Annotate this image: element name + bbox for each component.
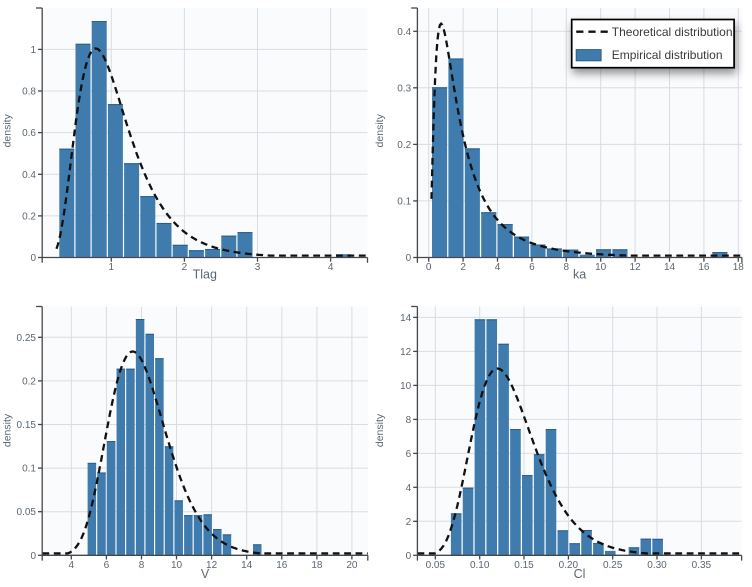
svg-text:0.25: 0.25 — [17, 333, 37, 344]
svg-text:0.4: 0.4 — [22, 170, 36, 181]
svg-text:2: 2 — [406, 517, 412, 528]
svg-text:0.15: 0.15 — [17, 420, 37, 431]
svg-text:8: 8 — [564, 262, 570, 273]
svg-text:0.30: 0.30 — [647, 560, 667, 571]
svg-text:0.15: 0.15 — [514, 560, 534, 571]
svg-text:12: 12 — [206, 560, 218, 571]
svg-text:4: 4 — [406, 483, 412, 494]
svg-text:14: 14 — [241, 560, 253, 571]
svg-text:0.10: 0.10 — [470, 560, 490, 571]
svg-text:4: 4 — [328, 262, 334, 273]
svg-text:0: 0 — [30, 253, 36, 264]
svg-text:0: 0 — [406, 253, 412, 264]
svg-text:0.3: 0.3 — [397, 83, 411, 94]
svg-text:12: 12 — [400, 347, 412, 358]
svg-text:2: 2 — [460, 262, 466, 273]
svg-text:14: 14 — [664, 262, 676, 273]
svg-text:Theoretical distribution: Theoretical distribution — [612, 25, 733, 39]
svg-text:Tlag: Tlag — [193, 268, 217, 282]
svg-text:0: 0 — [406, 551, 412, 562]
svg-text:0.2: 0.2 — [22, 376, 36, 387]
svg-text:0.2: 0.2 — [22, 211, 36, 222]
svg-text:0.25: 0.25 — [603, 560, 623, 571]
svg-text:10: 10 — [171, 560, 183, 571]
svg-text:V: V — [201, 567, 210, 581]
svg-text:14: 14 — [400, 313, 412, 324]
svg-text:12: 12 — [630, 262, 642, 273]
svg-text:ka: ka — [573, 268, 586, 282]
svg-text:0.6: 0.6 — [22, 128, 36, 139]
svg-text:8: 8 — [139, 560, 145, 571]
svg-text:16: 16 — [276, 560, 288, 571]
svg-text:density: density — [2, 413, 14, 447]
svg-text:Empirical distribution: Empirical distribution — [612, 48, 723, 62]
svg-text:0: 0 — [426, 262, 432, 273]
svg-text:6: 6 — [529, 262, 535, 273]
svg-text:0.8: 0.8 — [22, 87, 36, 98]
svg-text:16: 16 — [698, 262, 710, 273]
svg-text:18: 18 — [733, 262, 745, 273]
svg-text:0.35: 0.35 — [692, 560, 712, 571]
svg-text:0.1: 0.1 — [397, 196, 411, 207]
svg-text:8: 8 — [406, 415, 412, 426]
svg-text:0: 0 — [30, 551, 36, 562]
svg-text:0.20: 0.20 — [559, 560, 579, 571]
svg-text:Cl: Cl — [574, 567, 586, 581]
svg-text:0.2: 0.2 — [397, 140, 411, 151]
svg-text:1: 1 — [109, 262, 115, 273]
svg-text:4: 4 — [69, 560, 75, 571]
svg-text:1: 1 — [30, 45, 36, 56]
svg-text:20: 20 — [346, 560, 358, 571]
svg-text:6: 6 — [406, 449, 412, 460]
svg-text:10: 10 — [400, 381, 412, 392]
svg-text:0.05: 0.05 — [426, 560, 446, 571]
svg-text:18: 18 — [311, 560, 323, 571]
svg-text:6: 6 — [104, 560, 110, 571]
svg-text:10: 10 — [595, 262, 607, 273]
svg-text:2: 2 — [182, 262, 188, 273]
svg-text:0.4: 0.4 — [397, 27, 411, 38]
svg-text:density: density — [374, 413, 386, 447]
svg-text:0.1: 0.1 — [22, 464, 36, 475]
svg-text:density: density — [374, 113, 386, 147]
svg-text:4: 4 — [495, 262, 501, 273]
svg-text:density: density — [2, 113, 14, 147]
svg-text:0.05: 0.05 — [17, 507, 37, 518]
svg-text:3: 3 — [255, 262, 261, 273]
